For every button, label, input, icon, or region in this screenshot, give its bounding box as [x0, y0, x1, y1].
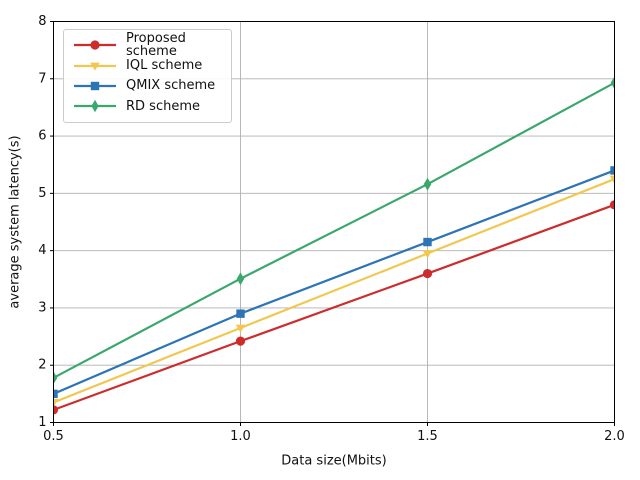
legend-item-rd-scheme: RD scheme: [72, 96, 225, 116]
series-group: [53, 76, 615, 415]
line-marker-icon: [74, 62, 116, 71]
data-point-marker: [236, 272, 245, 286]
series-line: [53, 169, 615, 395]
legend: Proposed scheme IQL scheme QMIX scheme R…: [63, 29, 232, 123]
data-point-marker: [610, 166, 615, 175]
x-tick-label: 1.5: [417, 429, 438, 444]
data-point-marker: [422, 250, 433, 259]
data-point-marker: [610, 76, 615, 90]
x-tick-label: 0.5: [43, 429, 64, 444]
line-marker-icon: [74, 81, 116, 91]
legend-label: Proposed scheme: [126, 31, 186, 60]
y-tick-label: 4: [38, 243, 46, 258]
square-marker-icon: [90, 81, 100, 91]
data-point-marker: [423, 177, 432, 191]
plot-border: [53, 21, 615, 423]
x-axis-label: Data size(Mbits): [281, 453, 387, 469]
data-point-marker: [53, 399, 59, 408]
y-tick-label: 5: [38, 186, 46, 201]
y-tick-label: 8: [38, 14, 46, 29]
thin-diamond-marker-icon: [91, 100, 99, 113]
series-line: [53, 203, 615, 411]
line-marker-icon: [74, 40, 116, 50]
y-tick-label: 7: [38, 71, 46, 86]
legend-item-qmix-scheme: QMIX scheme: [72, 76, 225, 96]
line-marker-icon: [74, 100, 116, 113]
data-point-marker: [236, 309, 245, 318]
data-point-marker: [609, 175, 615, 184]
legend-item-proposed-scheme: Proposed scheme: [72, 31, 225, 60]
y-tick-label: 2: [38, 358, 46, 373]
x-tick-label: 2.0: [604, 429, 625, 444]
data-point-marker: [53, 405, 59, 415]
data-point-marker: [53, 389, 58, 399]
triangle-down-marker-icon: [90, 62, 100, 71]
series-line: [53, 81, 615, 379]
circle-marker-icon: [90, 40, 100, 50]
x-tick-label: 1.0: [230, 429, 251, 444]
series-line: [53, 177, 615, 404]
y-tick-label: 6: [38, 129, 46, 144]
legend-label: QMIX scheme: [126, 78, 216, 94]
y-tick-label: 1: [38, 415, 46, 430]
y-tick-label: 3: [38, 300, 46, 315]
data-point-marker: [422, 268, 433, 279]
data-point-marker: [423, 237, 432, 247]
legend-item-iql-scheme: IQL scheme: [72, 55, 225, 75]
legend-label: IQL scheme: [126, 58, 203, 74]
data-point-marker: [53, 371, 58, 385]
data-point-marker: [609, 200, 615, 210]
data-point-marker: [235, 336, 246, 346]
y-axis-label: average system latency(s): [7, 135, 23, 309]
legend-label: RD scheme: [126, 98, 200, 114]
data-point-marker: [235, 324, 246, 333]
